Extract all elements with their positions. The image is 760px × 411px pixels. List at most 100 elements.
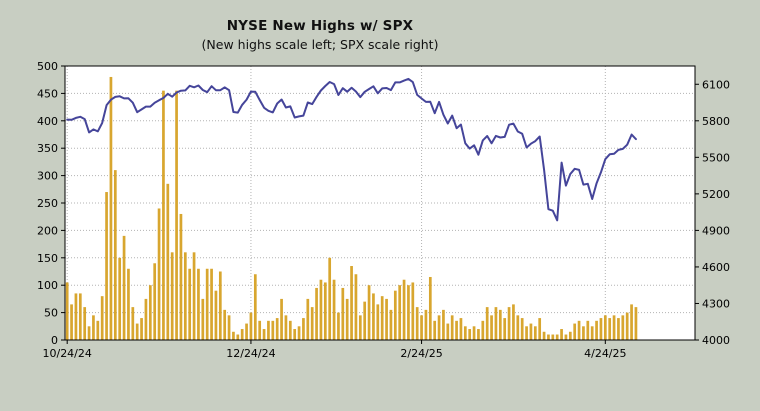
new-highs-bar bbox=[118, 257, 122, 340]
new-highs-bar bbox=[144, 298, 148, 340]
new-highs-bar bbox=[612, 315, 616, 340]
new-highs-bar bbox=[131, 307, 135, 340]
new-highs-bar bbox=[92, 315, 95, 340]
new-highs-bar bbox=[267, 320, 270, 340]
new-highs-bar bbox=[367, 285, 371, 340]
new-highs-bar bbox=[122, 235, 126, 340]
new-highs-bar bbox=[411, 282, 415, 340]
new-highs-bar bbox=[65, 282, 69, 340]
new-highs-bar bbox=[135, 323, 139, 340]
new-highs-bar bbox=[306, 298, 310, 340]
new-highs-bar bbox=[310, 307, 314, 340]
new-highs-bar bbox=[175, 90, 178, 340]
new-highs-bar bbox=[437, 315, 441, 340]
new-highs-bar bbox=[315, 287, 318, 340]
new-highs-bar bbox=[625, 312, 629, 340]
new-highs-bar bbox=[533, 326, 537, 340]
new-highs-bar bbox=[328, 257, 332, 340]
new-highs-bar bbox=[420, 315, 423, 340]
new-highs-bar bbox=[407, 285, 410, 340]
new-highs-bar bbox=[398, 285, 402, 340]
left-axis-label: 250 bbox=[37, 197, 58, 210]
new-highs-bar bbox=[148, 285, 152, 340]
new-highs-bar bbox=[490, 315, 493, 340]
new-highs-bar bbox=[372, 293, 375, 340]
chart-title: NYSE New Highs w/ SPX bbox=[226, 18, 414, 34]
new-highs-bar bbox=[157, 208, 161, 340]
left-axis-label: 0 bbox=[51, 334, 58, 347]
new-highs-bar bbox=[179, 213, 183, 340]
new-highs-bar bbox=[275, 318, 279, 340]
new-highs-bar bbox=[288, 320, 292, 340]
new-highs-bar bbox=[608, 318, 612, 340]
new-highs-bar bbox=[271, 320, 275, 340]
new-highs-bar bbox=[262, 329, 266, 340]
new-highs-bar bbox=[455, 320, 458, 340]
new-highs-bar bbox=[634, 307, 638, 340]
new-highs-bar bbox=[337, 312, 340, 340]
new-highs-bar bbox=[389, 309, 393, 340]
new-highs-bar bbox=[83, 307, 87, 340]
new-highs-bar bbox=[166, 183, 170, 340]
right-axis-label: 4300 bbox=[702, 297, 730, 310]
x-axis-label: 10/24/24 bbox=[42, 347, 91, 360]
new-highs-bar bbox=[236, 334, 240, 340]
new-highs-bar bbox=[446, 323, 450, 340]
new-highs-bar bbox=[442, 309, 445, 340]
new-highs-bar bbox=[354, 274, 358, 340]
new-highs-bar bbox=[332, 279, 336, 340]
new-highs-bar bbox=[498, 309, 502, 340]
new-highs-bar bbox=[105, 192, 108, 340]
new-highs-bar bbox=[192, 252, 196, 340]
new-highs-bar bbox=[284, 315, 288, 340]
left-axis-label: 400 bbox=[37, 115, 58, 128]
new-highs-bar bbox=[468, 329, 472, 340]
new-highs-bar bbox=[525, 326, 528, 340]
left-axis-label: 50 bbox=[44, 307, 58, 320]
new-highs-bar bbox=[582, 326, 585, 340]
new-highs-bar bbox=[507, 307, 511, 340]
new-highs-bar bbox=[538, 318, 542, 340]
new-highs-bar bbox=[428, 276, 432, 340]
new-highs-bar bbox=[481, 320, 485, 340]
right-axis-label: 4000 bbox=[702, 334, 730, 347]
x-axis-label: 2/24/25 bbox=[400, 347, 442, 360]
new-highs-bar bbox=[577, 320, 581, 340]
new-highs-bar bbox=[245, 323, 248, 340]
new-highs-bar bbox=[433, 320, 437, 340]
new-highs-bar bbox=[170, 252, 174, 340]
new-highs-bar bbox=[127, 268, 130, 340]
new-highs-bar bbox=[380, 296, 384, 340]
new-highs-bar bbox=[603, 315, 607, 340]
new-highs-bar bbox=[424, 309, 428, 340]
new-highs-bar bbox=[402, 279, 406, 340]
new-highs-bar bbox=[205, 268, 209, 340]
new-highs-bar bbox=[197, 268, 200, 340]
new-highs-bar bbox=[363, 301, 367, 340]
new-highs-bar bbox=[415, 307, 419, 340]
new-highs-bar bbox=[590, 326, 594, 340]
new-highs-bar bbox=[573, 323, 577, 340]
new-highs-bar bbox=[323, 282, 327, 340]
new-highs-bar bbox=[503, 318, 507, 340]
x-axis-label: 12/24/24 bbox=[226, 347, 275, 360]
new-highs-bar bbox=[630, 304, 633, 340]
chart-subtitle: (New highs scale left; SPX scale right) bbox=[201, 37, 439, 52]
new-highs-bar bbox=[109, 76, 113, 341]
new-highs-bar bbox=[512, 304, 515, 340]
left-axis-label: 350 bbox=[37, 142, 58, 155]
new-highs-bar bbox=[249, 312, 253, 340]
new-highs-bar bbox=[617, 318, 620, 340]
new-highs-bar bbox=[555, 334, 559, 340]
new-highs-bar bbox=[70, 304, 73, 340]
new-highs-bar bbox=[232, 331, 235, 340]
new-highs-bar bbox=[188, 268, 192, 340]
new-highs-bar bbox=[319, 279, 323, 340]
new-highs-bar bbox=[293, 329, 297, 340]
new-highs-bar bbox=[560, 329, 563, 340]
right-axis-label: 5200 bbox=[702, 188, 730, 201]
new-highs-bar bbox=[595, 320, 598, 340]
left-axis-label: 300 bbox=[37, 170, 58, 183]
new-highs-bar bbox=[494, 307, 498, 340]
